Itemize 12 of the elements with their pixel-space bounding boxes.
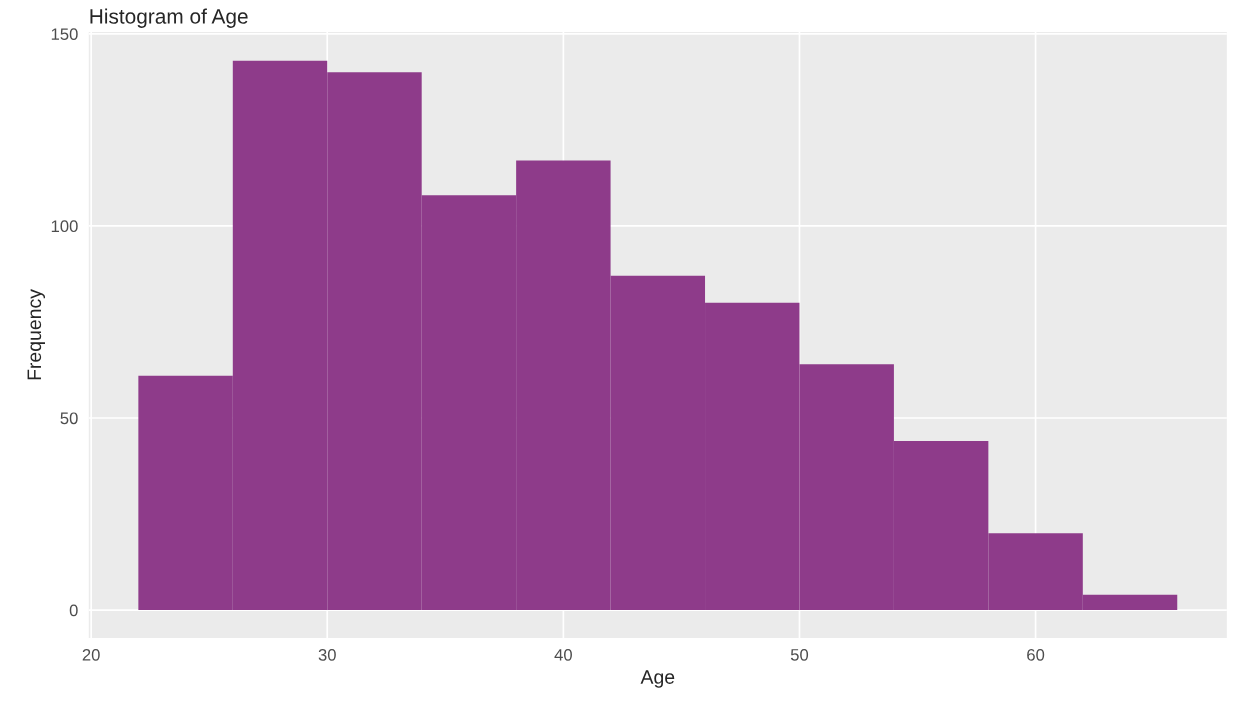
x-tick-label: 50 — [790, 648, 809, 661]
y-axis-title: Frequency — [27, 289, 45, 380]
y-tick-label: 100 — [51, 220, 78, 233]
chart-title: Histogram of Age — [90, 8, 248, 28]
x-axis-title: Age — [640, 670, 675, 688]
y-tick-label: 50 — [60, 412, 78, 425]
x-tick-label: 60 — [1027, 648, 1045, 661]
y-tick-label: 0 — [69, 604, 78, 617]
x-tick-label: 20 — [82, 648, 100, 661]
y-tick-label: 150 — [51, 28, 78, 41]
x-tick-label: 40 — [554, 648, 572, 661]
x-tick-label: 30 — [318, 648, 336, 661]
